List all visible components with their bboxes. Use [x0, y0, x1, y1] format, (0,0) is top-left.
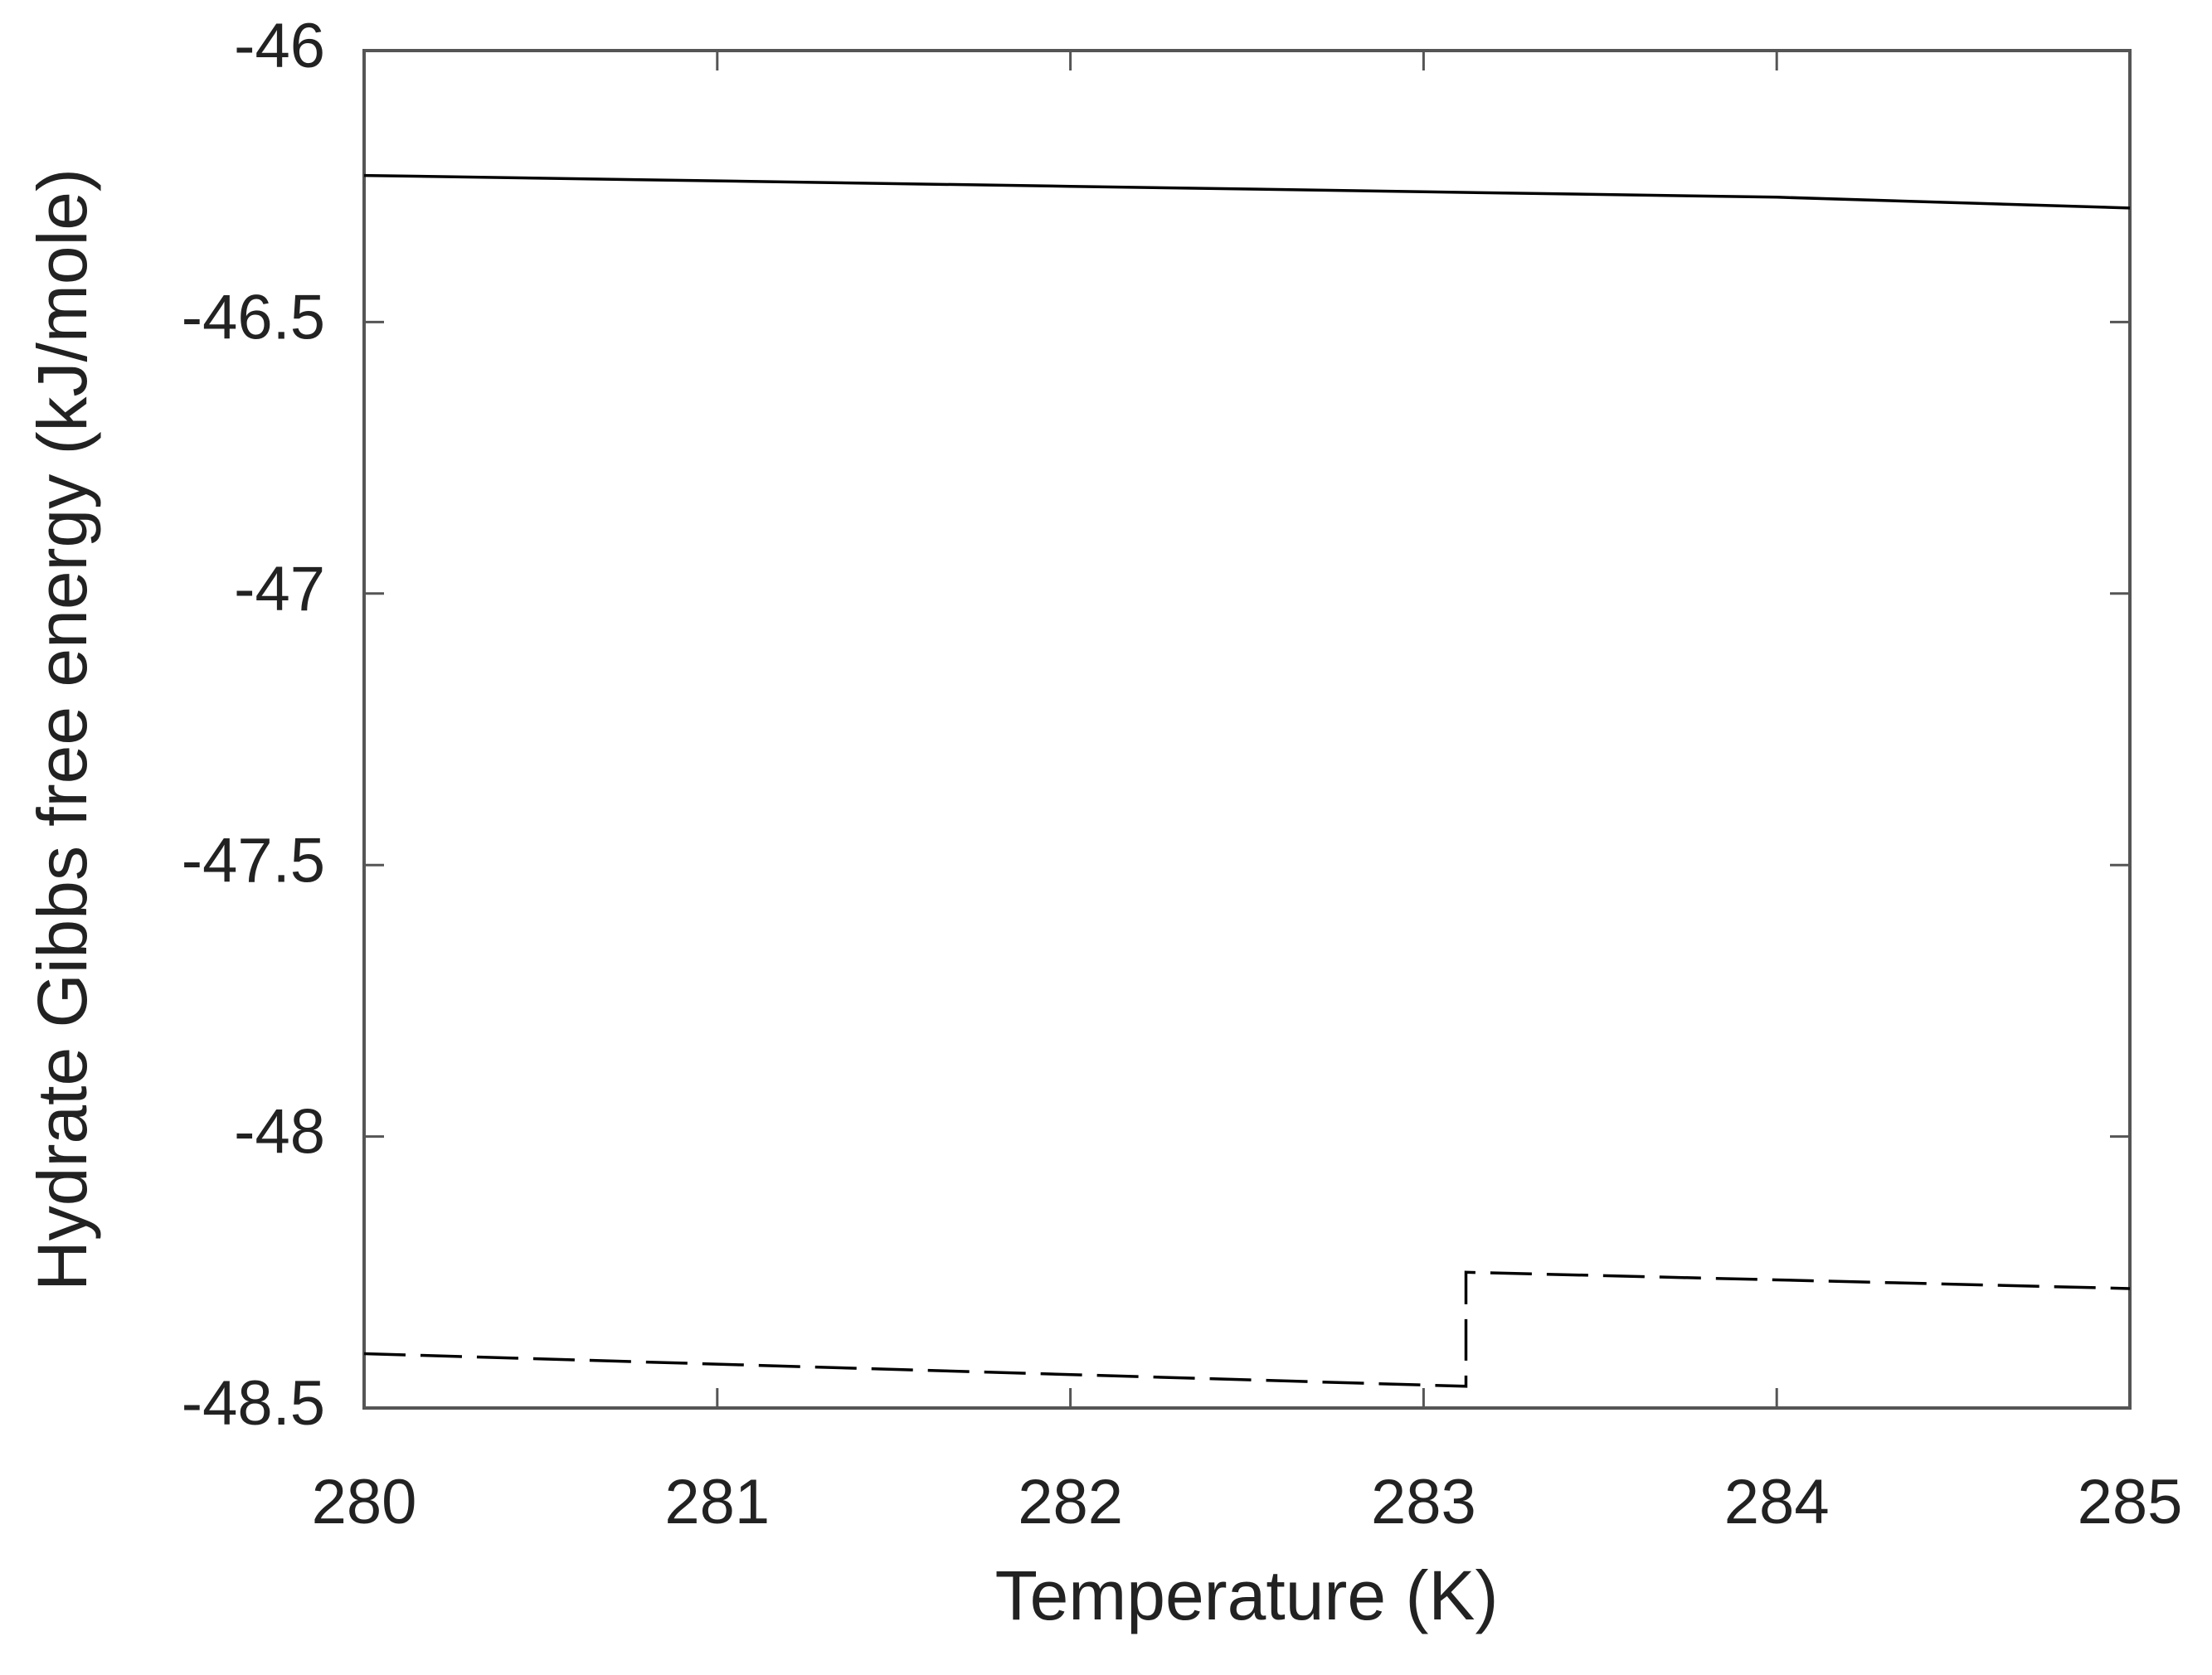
y-tick-label: -48	[234, 1097, 325, 1168]
x-tick-label: 284	[1724, 1467, 1830, 1537]
x-tick-label: 282	[1018, 1467, 1123, 1537]
y-tick-label: -48.5	[182, 1368, 325, 1439]
x-tick-label: 283	[1371, 1467, 1476, 1537]
data-line	[363, 173, 2131, 210]
y-tick-label: -47.5	[182, 825, 325, 896]
y-tick-label: -46.5	[182, 282, 325, 352]
x-axis-label: Temperature (K)	[995, 1556, 1499, 1634]
x-tick-label: 281	[664, 1467, 770, 1537]
plot-frame	[362, 49, 2132, 1410]
y-tick-label: -46	[234, 11, 325, 81]
data-line	[363, 1270, 2131, 1388]
y-tick-label: -47	[234, 554, 325, 624]
x-tick-label: 285	[2078, 1467, 2183, 1537]
y-axis-label: Hydrate Gibbs free energy (kJ/mole)	[23, 168, 101, 1291]
x-tick-label: 280	[312, 1467, 417, 1537]
